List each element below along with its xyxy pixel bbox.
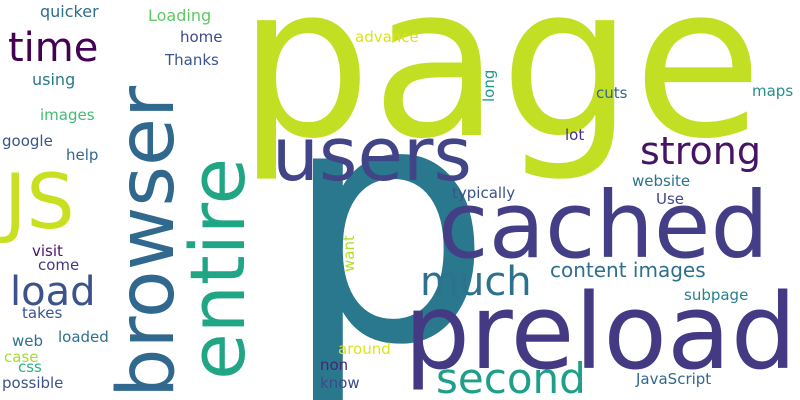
word-website: website [632, 172, 691, 190]
word-using: using [32, 70, 76, 89]
word-come: come [38, 256, 80, 274]
word-images: images [40, 106, 95, 124]
word-load: load [10, 269, 96, 315]
word-takes: takes [22, 304, 63, 322]
word-loaded: loaded [58, 328, 109, 346]
word-know: know [320, 374, 360, 392]
word-google: google [2, 132, 53, 150]
word-non: non [320, 356, 349, 374]
word-visit: visit [32, 242, 63, 260]
word-case: case [4, 348, 39, 366]
word-thanks: Thanks [165, 51, 219, 69]
word-cuts: cuts [596, 84, 628, 102]
word-advance: advance [355, 28, 419, 46]
word-want: want [340, 235, 358, 272]
word-much: much [420, 259, 532, 305]
word-p: p [283, 33, 493, 400]
word-long: long [480, 69, 498, 102]
word-typically: typically [452, 184, 516, 202]
word-quicker: quicker [40, 2, 99, 21]
word-cached: cached [438, 172, 769, 279]
word-entire: entire [173, 157, 262, 380]
word-help: help [66, 146, 99, 164]
word-css: css [18, 358, 42, 376]
word-strong: strong [640, 129, 761, 173]
word-maps: maps [752, 82, 794, 100]
word-preload: preload [404, 271, 797, 393]
word-lot: lot [565, 126, 585, 144]
word-js: JS [4, 157, 75, 246]
word-loading: Loading [148, 6, 212, 25]
word-web: web [12, 332, 44, 350]
word-users: users [272, 112, 472, 198]
word-page: page [238, 0, 763, 185]
word-second: second [436, 354, 586, 400]
word-home: home [180, 28, 223, 46]
word-around: around [338, 340, 391, 358]
word-use: Use [656, 190, 685, 208]
word-subpage: subpage [684, 286, 749, 304]
word-time: time [8, 25, 99, 71]
word-content-images: content images [550, 258, 706, 282]
word-possible: possible [2, 374, 64, 392]
word-javascript: JavaScript [636, 370, 712, 388]
